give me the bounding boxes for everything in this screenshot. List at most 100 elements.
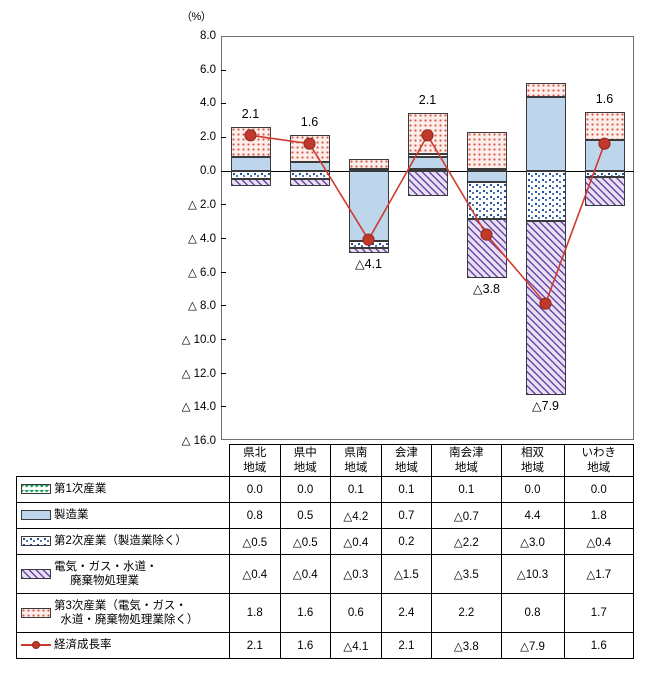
col-header-line2: 地域 bbox=[521, 461, 545, 474]
bar-segment-secondary_ex_mfg bbox=[525, 170, 566, 222]
bar-segment-secondary_ex_mfg bbox=[289, 170, 330, 180]
col-header-line1: 県南 bbox=[344, 446, 368, 459]
table-row-primary: 第1次産業 0.0 0.0 0.1 0.1 0.1 0.0 0.0 bbox=[16, 476, 635, 503]
table-cell: 4.4 bbox=[500, 502, 565, 529]
bar-group bbox=[230, 36, 271, 440]
table-row-primary-label: 第1次産業 bbox=[16, 476, 230, 503]
bar-group bbox=[466, 36, 507, 440]
legend-swatch-tertiary bbox=[21, 608, 51, 618]
table-cell: 0.8 bbox=[229, 502, 281, 529]
table-header-row: 県北 地域 県中 地域 県南 地域 会津 地域 南会津 地域 相双 地域 いわき 地域 bbox=[17, 444, 635, 477]
table-cell: △3.8 bbox=[431, 632, 502, 659]
bar-segment-tertiary_ex_util bbox=[525, 83, 566, 97]
bar-segment-utilities bbox=[348, 248, 389, 254]
bar-segment-manufacturing bbox=[289, 162, 330, 171]
bar-segment-utilities bbox=[466, 219, 507, 279]
table-row-secondary-label: 第2次産業（製造業除く） bbox=[16, 528, 230, 555]
bar-segment-utilities bbox=[230, 179, 271, 186]
table-cell: 0.1 bbox=[330, 476, 382, 503]
y-tick-label: △ 14.0 bbox=[181, 401, 216, 414]
y-tick-mark bbox=[221, 372, 226, 374]
table-cell: 0.0 bbox=[279, 476, 332, 503]
table-cell: 1.6 bbox=[563, 632, 635, 659]
table-cell: △0.7 bbox=[431, 502, 502, 529]
bar-segment-manufacturing bbox=[230, 157, 271, 171]
y-tick-mark bbox=[221, 238, 226, 239]
col-header-line1: 相双 bbox=[521, 446, 545, 459]
bar-group bbox=[289, 36, 330, 440]
data-table: 県北 地域 県中 地域 県南 地域 会津 地域 南会津 地域 相双 地域 いわき 地域 第1次産業 0.0 0.… bbox=[16, 444, 635, 659]
bar-segment-manufacturing bbox=[407, 157, 448, 169]
y-tick-label: 6.0 bbox=[200, 63, 216, 76]
y-tick-label: 0.0 bbox=[200, 164, 216, 177]
y-tick-label: △ 2.0 bbox=[187, 199, 216, 212]
table-cell: 0.7 bbox=[380, 502, 433, 529]
bar-segment-secondary_ex_mfg bbox=[230, 170, 271, 180]
table-row-secondary: 第2次産業（製造業除く） △0.5 △0.5 △0.4 0.2 △2.2 △3.0 △0.4 bbox=[16, 528, 635, 555]
table-corner-cell bbox=[17, 445, 230, 477]
table-col-header: 県北 地域 bbox=[229, 444, 281, 477]
legend-label-primary: 第1次産業 bbox=[54, 483, 107, 496]
table-cell: △3.5 bbox=[431, 554, 502, 594]
table-cell: 0.2 bbox=[380, 528, 433, 555]
table-col-header: 相双 地域 bbox=[500, 444, 565, 477]
bar-value-label: △3.8 bbox=[473, 282, 500, 297]
col-header-line1: 県中 bbox=[293, 446, 317, 459]
table-cell: 0.1 bbox=[380, 476, 433, 503]
y-tick-label: △ 12.0 bbox=[181, 367, 216, 380]
bar-segment-tertiary_ex_util bbox=[348, 158, 389, 169]
bar-segment-manufacturing bbox=[525, 96, 566, 171]
bar-value-label: △4.1 bbox=[355, 257, 382, 272]
bar-segment-utilities bbox=[289, 179, 330, 186]
bar-value-label: 2.1 bbox=[418, 93, 437, 108]
bar-segment-secondary_ex_mfg bbox=[466, 182, 507, 220]
table-row-tertiary: 第3次産業（電気・ガス・ 水道・廃棄物処理業除く） 1.8 1.6 0.6 2.4 2.2… bbox=[16, 593, 635, 633]
y-tick-mark bbox=[221, 271, 226, 273]
y-tick-label: △ 4.0 bbox=[187, 233, 216, 245]
legend-label-manufacturing: 製造業 bbox=[54, 509, 89, 522]
y-tick-label: △ 16.0 bbox=[181, 435, 216, 447]
legend-label-tertiary: 第3次産業（電気・ガス・ 水道・廃棄物処理業除く） bbox=[54, 599, 199, 626]
bar-segment-tertiary_ex_util bbox=[466, 131, 507, 169]
table-cell: △0.5 bbox=[229, 528, 281, 555]
bar-segment-manufacturing bbox=[466, 170, 507, 183]
table-col-header: 会津 地域 bbox=[380, 444, 433, 477]
y-tick-mark bbox=[221, 339, 226, 340]
table-cell: 1.6 bbox=[279, 632, 332, 659]
table-cell: 0.5 bbox=[279, 502, 332, 529]
table-row-growth-rate: 経済成長率 2.1 1.6 △4.1 2.1 △3.8 △7.9 1.6 bbox=[16, 632, 635, 659]
bar-segment-utilities bbox=[584, 177, 625, 206]
bar-segment-secondary_ex_mfg bbox=[348, 241, 389, 249]
unit-label: （%） bbox=[181, 11, 212, 23]
table-cell: △1.7 bbox=[563, 554, 635, 594]
legend-swatch-manufacturing bbox=[21, 510, 51, 521]
table-row-tertiary-label: 第3次産業（電気・ガス・ 水道・廃棄物処理業除く） bbox=[16, 593, 230, 633]
table-cell: △4.2 bbox=[330, 502, 382, 529]
col-header-line1: いわき bbox=[581, 446, 617, 459]
bar-segment-tertiary_ex_util bbox=[407, 113, 448, 154]
table-cell: △0.4 bbox=[330, 528, 382, 555]
table-cell: 2.1 bbox=[229, 632, 281, 659]
legend-swatch-utilities bbox=[21, 569, 51, 579]
y-tick-label: 2.0 bbox=[200, 131, 216, 143]
y-tick-mark bbox=[221, 305, 226, 307]
bar-segment-secondary_ex_mfg bbox=[584, 170, 625, 178]
table-cell: 0.0 bbox=[500, 476, 565, 503]
y-tick-label: 8.0 bbox=[200, 30, 216, 42]
col-header-line2: 地域 bbox=[243, 461, 267, 474]
table-col-header: いわき 地域 bbox=[563, 444, 635, 477]
y-tick-mark bbox=[221, 406, 226, 408]
bar-segment-tertiary_ex_util bbox=[289, 135, 330, 163]
table-cell: △0.4 bbox=[279, 554, 332, 594]
y-tick-mark bbox=[221, 137, 226, 138]
table-cell: 1.7 bbox=[563, 593, 635, 633]
legend-swatch-growth-line bbox=[21, 640, 51, 650]
legend-swatch-primary bbox=[21, 484, 51, 495]
y-tick-label: 4.0 bbox=[200, 97, 216, 110]
y-tick-mark bbox=[221, 69, 226, 71]
table-row-utilities-label: 電気・ガス・水道・ 廃棄物処理業 bbox=[16, 554, 230, 594]
table-cell: △0.3 bbox=[330, 554, 382, 594]
table-cell: 0.1 bbox=[431, 476, 502, 503]
y-tick-label: △ 6.0 bbox=[187, 266, 216, 279]
